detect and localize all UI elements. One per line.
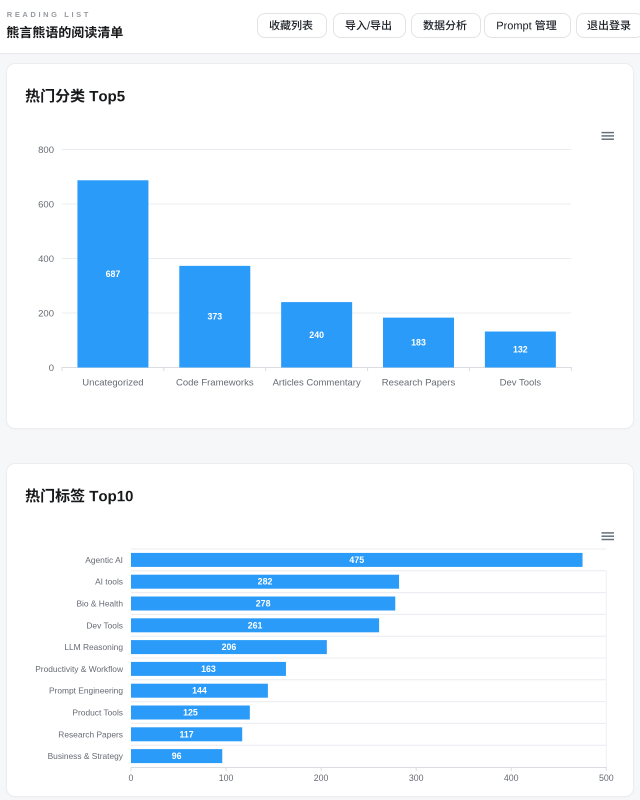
svg-text:261: 261 (248, 620, 263, 630)
svg-text:0: 0 (129, 773, 134, 783)
svg-text:278: 278 (256, 599, 271, 609)
svg-text:300: 300 (409, 773, 424, 783)
svg-text:100: 100 (219, 773, 234, 783)
svg-text:Uncategorized: Uncategorized (82, 377, 143, 388)
svg-text:240: 240 (309, 330, 324, 340)
svg-text:Articles Commentary: Articles Commentary (273, 377, 361, 388)
svg-text:200: 200 (38, 308, 54, 319)
svg-text:206: 206 (222, 642, 237, 652)
svg-text:200: 200 (314, 773, 329, 783)
svg-text:600: 600 (38, 199, 54, 210)
svg-text:373: 373 (207, 312, 222, 322)
svg-text:132: 132 (513, 345, 528, 355)
svg-text:400: 400 (38, 254, 54, 265)
svg-text:500: 500 (599, 773, 614, 783)
svg-text:96: 96 (172, 751, 182, 761)
svg-text:Research Papers: Research Papers (58, 729, 123, 739)
svg-text:Prompt Engineering: Prompt Engineering (49, 686, 123, 696)
svg-text:Bio & Health: Bio & Health (76, 599, 123, 609)
svg-text:163: 163 (201, 664, 216, 674)
svg-text:475: 475 (349, 555, 364, 565)
svg-text:Dev Tools: Dev Tools (86, 620, 123, 630)
svg-text:AI tools: AI tools (95, 577, 123, 587)
svg-text:282: 282 (258, 577, 273, 587)
svg-text:144: 144 (192, 686, 207, 696)
svg-text:Business & Strategy: Business & Strategy (48, 751, 124, 761)
svg-text:687: 687 (106, 269, 121, 279)
svg-text:Agentic AI: Agentic AI (85, 555, 123, 565)
svg-text:Dev Tools: Dev Tools (500, 377, 542, 388)
svg-text:183: 183 (411, 338, 426, 348)
svg-text:800: 800 (38, 145, 54, 156)
svg-text:Productivity & Workflow: Productivity & Workflow (35, 664, 124, 674)
svg-text:400: 400 (504, 773, 519, 783)
svg-text:125: 125 (183, 708, 198, 718)
svg-text:Research Papers: Research Papers (382, 377, 456, 388)
svg-text:Product Tools: Product Tools (72, 708, 123, 718)
svg-text:LLM Reasoning: LLM Reasoning (64, 642, 123, 652)
svg-text:Code Frameworks: Code Frameworks (176, 377, 254, 388)
svg-text:0: 0 (49, 363, 54, 374)
svg-text:117: 117 (180, 729, 194, 739)
